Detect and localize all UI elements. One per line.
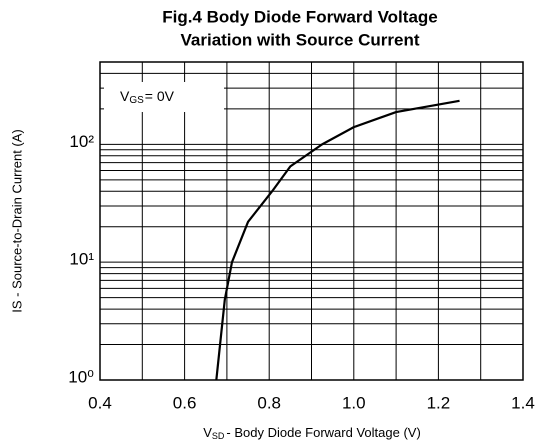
chart-title: Fig.4 Body Diode Forward Voltage xyxy=(162,7,438,26)
chart-title: Variation with Source Current xyxy=(181,30,420,49)
plot-frame xyxy=(99,61,524,381)
x-axis-label-sub: SD xyxy=(212,431,225,441)
y-tick-label: 10¹ xyxy=(69,250,94,269)
x-tick-label: 1.4 xyxy=(511,393,535,412)
y-tick-label: 10⁰ xyxy=(68,367,94,386)
annotation-part: = 0V xyxy=(145,88,175,104)
x-tick-label: 0.8 xyxy=(257,393,281,412)
curve xyxy=(215,99,460,381)
y-axis-label: IS - Source-to-Drain Current (A) xyxy=(9,129,24,313)
x-axis-label-part: - Body Diode Forward Voltage (V) xyxy=(226,425,420,440)
x-axis-label-part: V xyxy=(203,425,212,440)
x-tick-label: 0.6 xyxy=(173,393,197,412)
annotation-box xyxy=(104,82,224,112)
x-axis-label: VSD - Body Diode Forward Voltage (V) xyxy=(203,425,421,441)
annotation: VGS= 0V xyxy=(120,88,175,106)
x-tick-label: 1.2 xyxy=(427,393,451,412)
x-tick-label: 1.0 xyxy=(342,393,366,412)
annotation-part: V xyxy=(120,88,130,104)
annotation-sub: GS xyxy=(129,95,144,106)
y-tick-label: 10² xyxy=(69,132,94,151)
x-tick-label: 0.4 xyxy=(88,393,112,412)
